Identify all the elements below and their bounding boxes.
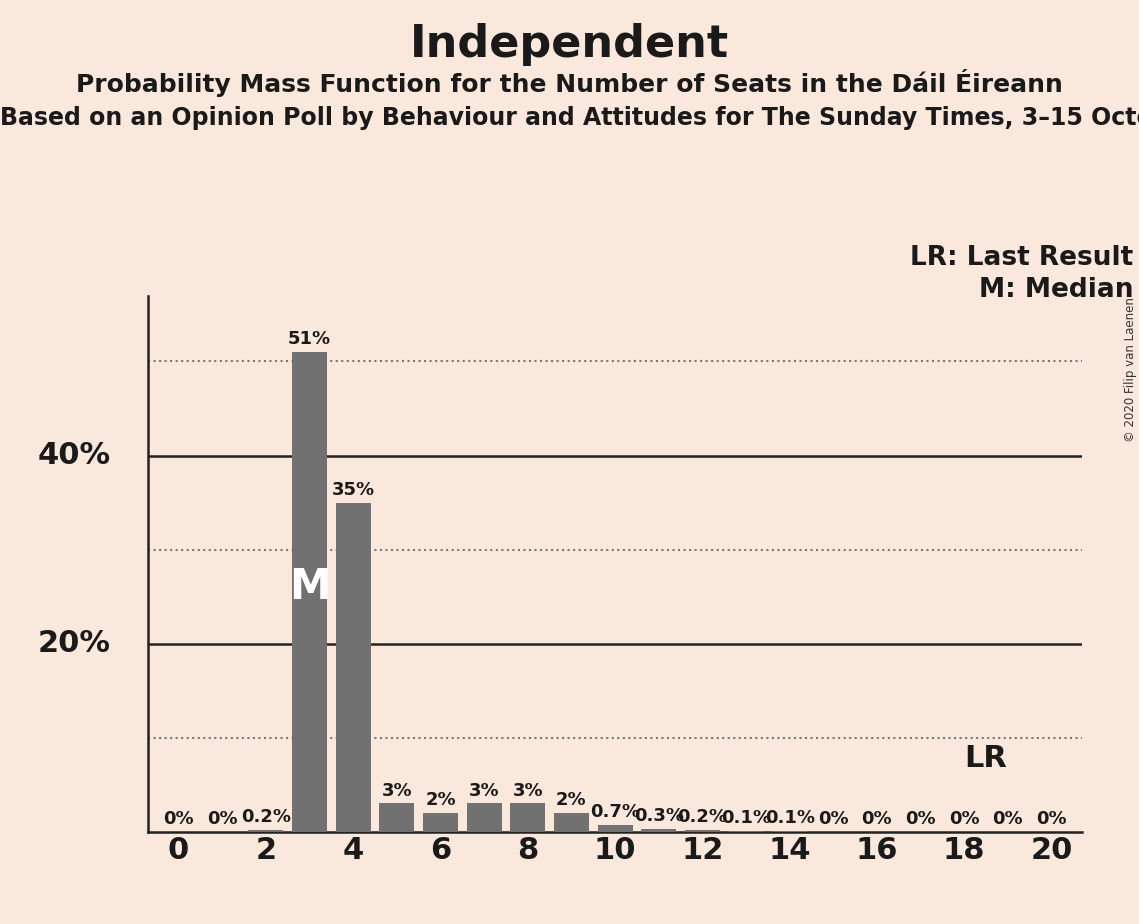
Text: Based on an Opinion Poll by Behaviour and Attitudes for The Sunday Times, 3–15 O: Based on an Opinion Poll by Behaviour an… (0, 106, 1139, 130)
Text: 40%: 40% (38, 441, 110, 470)
Text: 0%: 0% (861, 809, 892, 828)
Text: 51%: 51% (288, 331, 331, 348)
Bar (423, 813, 458, 832)
Text: 0.1%: 0.1% (721, 808, 771, 827)
Text: 0%: 0% (949, 809, 980, 828)
Text: 0.1%: 0.1% (764, 808, 814, 827)
Text: 3%: 3% (469, 782, 499, 799)
Bar (248, 830, 284, 832)
Bar (641, 829, 677, 832)
Bar (292, 352, 327, 832)
Text: M: M (289, 566, 330, 608)
Bar (598, 825, 632, 832)
Text: 0%: 0% (1036, 809, 1067, 828)
Text: 0%: 0% (906, 809, 936, 828)
Text: 2%: 2% (425, 791, 456, 809)
Text: 0%: 0% (163, 809, 194, 828)
Bar (379, 803, 415, 832)
Text: M: Median: M: Median (978, 277, 1133, 303)
Text: © 2020 Filip van Laenen: © 2020 Filip van Laenen (1124, 298, 1137, 442)
Bar (336, 503, 370, 832)
Bar (729, 831, 763, 832)
Bar (685, 830, 720, 832)
Text: 0.3%: 0.3% (633, 807, 683, 825)
Text: Probability Mass Function for the Number of Seats in the Dáil Éireann: Probability Mass Function for the Number… (76, 69, 1063, 97)
Text: 0%: 0% (992, 809, 1023, 828)
Text: 3%: 3% (513, 782, 543, 799)
Bar (510, 803, 546, 832)
Text: 0%: 0% (818, 809, 849, 828)
Bar (467, 803, 501, 832)
Text: LR: Last Result: LR: Last Result (910, 245, 1133, 271)
Text: 3%: 3% (382, 782, 412, 799)
Text: 0.7%: 0.7% (590, 803, 640, 821)
Bar (554, 813, 589, 832)
Text: LR: LR (965, 744, 1008, 772)
Text: 2%: 2% (556, 791, 587, 809)
Text: Independent: Independent (410, 23, 729, 67)
Bar (772, 831, 808, 832)
Text: 35%: 35% (331, 480, 375, 499)
Text: 20%: 20% (38, 629, 110, 658)
Text: 0.2%: 0.2% (241, 808, 290, 826)
Text: 0%: 0% (207, 809, 238, 828)
Text: 0.2%: 0.2% (678, 808, 728, 826)
